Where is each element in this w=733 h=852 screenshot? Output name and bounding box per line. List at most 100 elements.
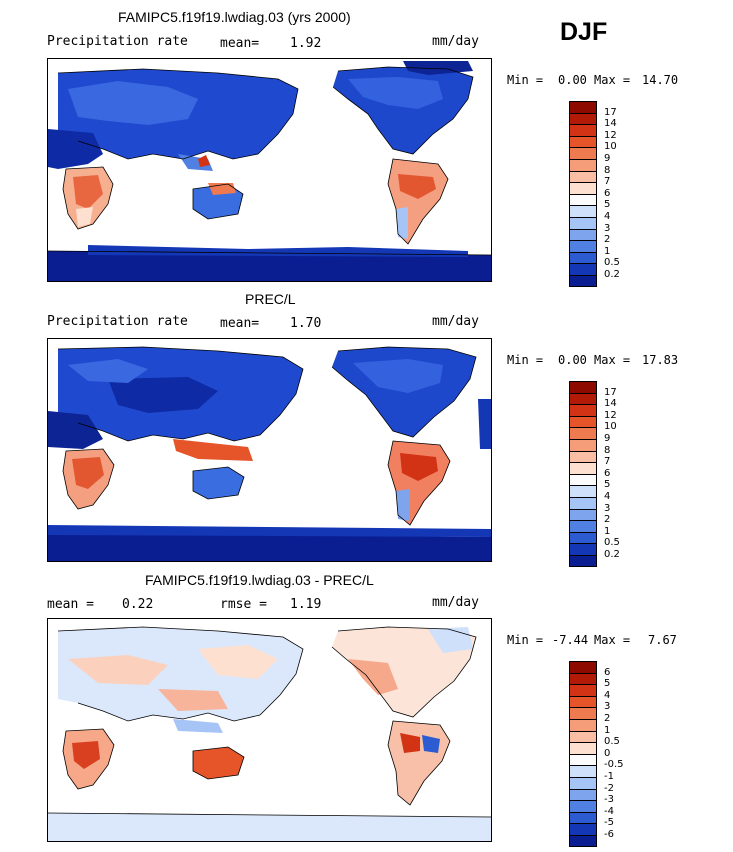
panel-2-units: mm/day [432, 314, 479, 329]
panel-1-mean-label: mean= [220, 36, 260, 51]
colorbar-swatch [569, 158, 597, 171]
colorbar-tick-label: 12 [604, 129, 617, 141]
colorbar-tick-label: 10 [604, 421, 617, 433]
colorbar-tick-label: 1 [604, 724, 611, 736]
panel-2-map-svg [48, 346, 491, 561]
colorbar-swatch [569, 101, 597, 113]
colorbar-swatch [569, 531, 597, 544]
colorbar-tick-label: 5 [604, 479, 611, 491]
panel-3-rmse-label: rmse = [220, 597, 267, 612]
panel-2-min-value: 0.00 [558, 353, 587, 367]
colorbar-swatch [569, 753, 597, 766]
colorbar-swatch [569, 216, 597, 229]
colorbar-tick-label: 0.2 [604, 549, 620, 560]
colorbar-tick-label: 4 [604, 491, 611, 502]
colorbar-tick-label: 17 [604, 106, 617, 118]
colorbar-swatch [569, 124, 597, 136]
panel-1-variable-label: Precipitation rate [47, 34, 188, 49]
colorbar-tick-label: 0.5 [604, 257, 620, 269]
colorbar-swatch [569, 274, 597, 287]
colorbar-swatch [569, 228, 597, 241]
colorbar-swatch [569, 205, 597, 217]
colorbar-tick-label: 6 [604, 666, 611, 678]
colorbar-swatch [569, 473, 597, 486]
panel-3-australia-region [193, 747, 244, 779]
colorbar-swatch [569, 554, 597, 567]
colorbar-tick-label: 7 [604, 176, 611, 188]
colorbar-tick-label: 7 [604, 456, 611, 468]
colorbar-swatch [569, 742, 597, 754]
panel-3-min-value: -7.44 [552, 633, 589, 647]
panel-2-min-label: Min = [507, 353, 544, 367]
panel-1-mean-value: 1.92 [290, 36, 322, 51]
colorbar-tick-label: -2 [604, 782, 614, 794]
panel-2-mean-value: 1.70 [290, 316, 322, 331]
colorbar-tick-label: 3 [604, 701, 611, 713]
colorbar-tick-label: 12 [604, 409, 617, 421]
colorbar-swatch [569, 404, 597, 416]
colorbar-tick-label: -3 [604, 794, 614, 806]
colorbar-tick-label: 0.5 [604, 736, 620, 748]
colorbar-tick-label: 8 [604, 444, 611, 456]
colorbar-tick-label: 2 [604, 234, 611, 246]
colorbar-swatch [569, 450, 597, 463]
colorbar-tick-label: -4 [604, 805, 614, 817]
panel-2-colorbar [569, 381, 597, 567]
colorbar-swatch [569, 520, 597, 532]
colorbar-tick-label: 8 [604, 164, 611, 176]
colorbar-tick-label: 0.5 [604, 537, 620, 549]
colorbar-swatch [569, 427, 597, 439]
colorbar-tick-label: 9 [604, 153, 611, 164]
colorbar-tick-label: 6 [604, 467, 611, 479]
panel-2-title: PREC/L [245, 291, 296, 307]
season-label: DJF [560, 18, 608, 46]
panel-1-map-svg [48, 61, 491, 281]
colorbar-tick-label: 3 [604, 222, 611, 234]
panel-1-min-value: 0.00 [558, 73, 587, 87]
colorbar-tick-label: 2 [604, 514, 611, 526]
panel-3-min-label: Min = [507, 633, 544, 647]
panel-1-max-label: Max = [594, 73, 631, 87]
colorbar-tick-label: 1 [604, 525, 611, 537]
colorbar-tick-label: 5 [604, 199, 611, 211]
colorbar-swatch [569, 788, 597, 801]
colorbar-swatch [569, 135, 597, 148]
panel-2-antarctica-region [48, 533, 491, 561]
colorbar-tick-label: -6 [604, 829, 614, 840]
colorbar-swatch [569, 707, 597, 719]
colorbar-tick-label: 17 [604, 386, 617, 398]
colorbar-swatch [569, 415, 597, 428]
colorbar-swatch [569, 147, 597, 159]
colorbar-swatch [569, 730, 597, 743]
colorbar-tick-label: 1 [604, 245, 611, 257]
colorbar-swatch [569, 193, 597, 206]
panel-2-map [47, 338, 492, 562]
colorbar-tick-label: 0.2 [604, 269, 620, 280]
colorbar-swatch [569, 765, 597, 777]
colorbar-tick-label: 14 [604, 398, 617, 410]
colorbar-swatch [569, 438, 597, 451]
panel-3-max-label: Max = [594, 633, 631, 647]
panel-3-antarctica-region [48, 813, 491, 841]
colorbar-swatch [569, 800, 597, 812]
colorbar-swatch [569, 672, 597, 685]
panel-3-mean-value: 0.22 [122, 597, 154, 612]
panel-1-samerica-region [388, 159, 448, 244]
colorbar-tick-label: 9 [604, 433, 611, 444]
colorbar-swatch [569, 462, 597, 474]
colorbar-swatch [569, 834, 597, 847]
colorbar-swatch [569, 251, 597, 264]
panel-1-map [47, 58, 492, 282]
colorbar-tick-label: -1 [604, 771, 614, 782]
panel-2-max-value: 17.83 [642, 353, 679, 367]
colorbar-swatch [569, 776, 597, 789]
colorbar-swatch [569, 684, 597, 696]
colorbar-tick-label: 14 [604, 118, 617, 130]
colorbar-swatch [569, 496, 597, 509]
panel-3-max-value: 7.67 [648, 633, 677, 647]
colorbar-swatch [569, 661, 597, 673]
panel-3-rmse-value: 1.19 [290, 597, 322, 612]
panel-1-colorbar [569, 101, 597, 287]
panel-1-units: mm/day [432, 34, 479, 49]
colorbar-tick-label: -5 [604, 817, 614, 829]
